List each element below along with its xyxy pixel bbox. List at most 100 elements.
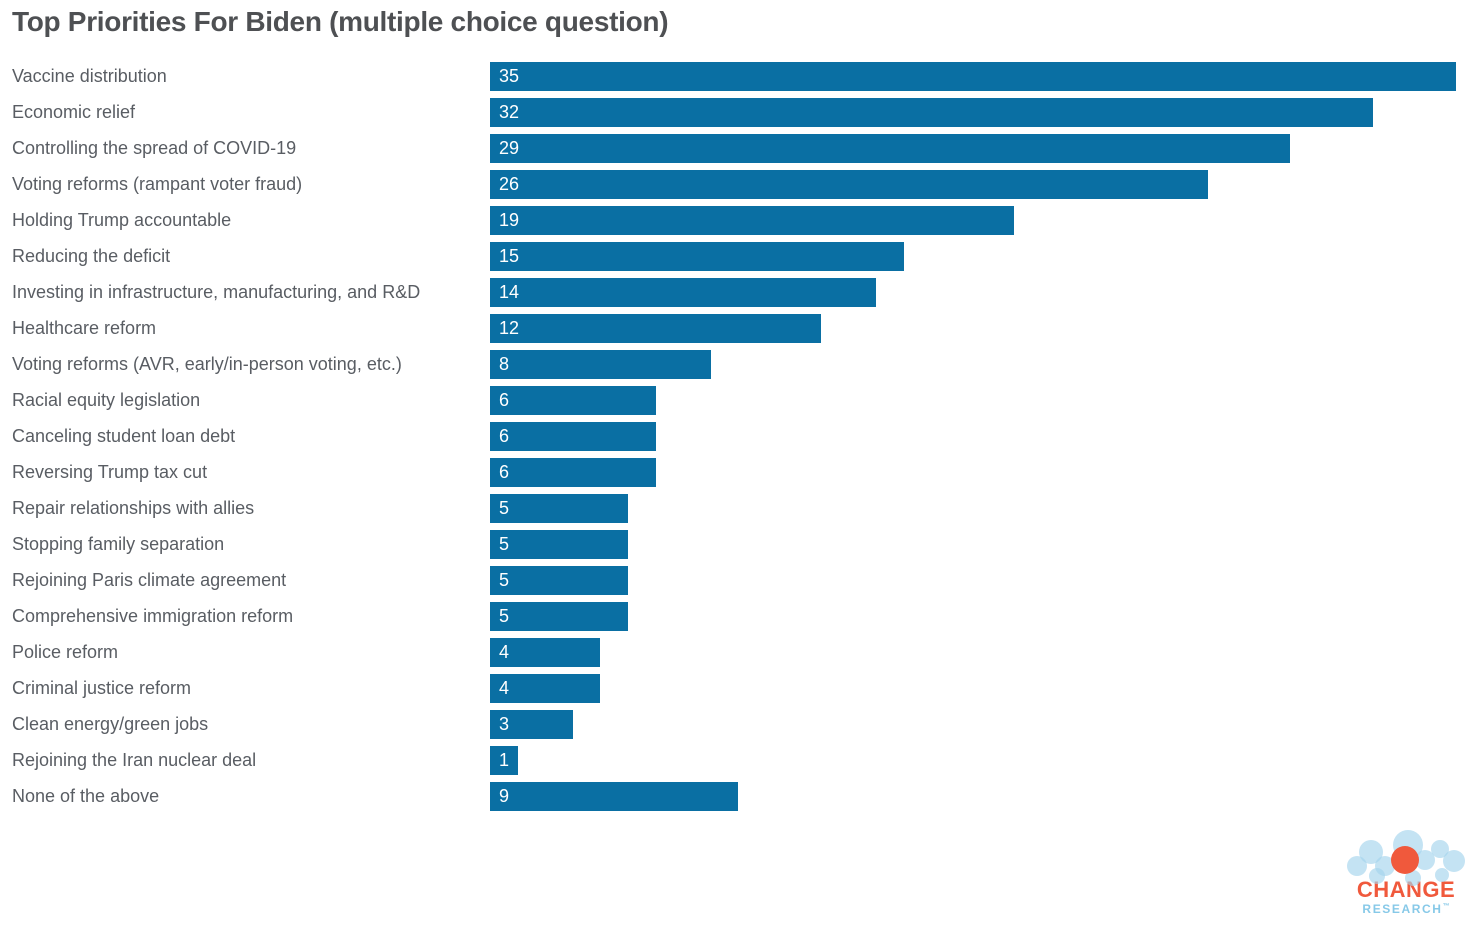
logo-blue-dot bbox=[1405, 870, 1421, 886]
category-label: Voting reforms (rampant voter fraud) bbox=[12, 173, 303, 194]
bar-track: 35 bbox=[490, 61, 1456, 91]
bar: 3 bbox=[490, 709, 573, 739]
change-research-logo: CHANGE RESEARCH™ bbox=[1345, 830, 1467, 920]
bar: 6 bbox=[490, 421, 656, 451]
category-label: Voting reforms (AVR, early/in-person vot… bbox=[12, 353, 402, 374]
value-label: 35 bbox=[499, 65, 520, 86]
bar: 6 bbox=[490, 457, 656, 487]
bar-track: 26 bbox=[490, 169, 1456, 199]
bar-track: 12 bbox=[490, 313, 1456, 343]
chart-row: Investing in infrastructure, manufacturi… bbox=[0, 274, 1474, 310]
bar-track: 5 bbox=[490, 565, 1456, 595]
value-label: 4 bbox=[499, 641, 510, 662]
value-label: 32 bbox=[499, 101, 520, 122]
logo-blue-dot bbox=[1415, 850, 1435, 870]
bar: 5 bbox=[490, 601, 628, 631]
bar: 5 bbox=[490, 565, 628, 595]
bar-track: 6 bbox=[490, 457, 1456, 487]
chart-row: Voting reforms (rampant voter fraud) 26 bbox=[0, 166, 1474, 202]
logo-blue-dot bbox=[1369, 868, 1385, 884]
value-label: 29 bbox=[499, 137, 520, 158]
value-label: 8 bbox=[499, 353, 510, 374]
category-label: Racial equity legislation bbox=[12, 389, 201, 410]
bar-track: 6 bbox=[490, 421, 1456, 451]
category-label: Holding Trump accountable bbox=[12, 209, 232, 230]
category-label: Comprehensive immigration reform bbox=[12, 605, 294, 626]
value-label: 6 bbox=[499, 389, 510, 410]
bar-track: 4 bbox=[490, 673, 1456, 703]
trademark-symbol: ™ bbox=[1442, 903, 1450, 910]
logo-orange-dot bbox=[1391, 846, 1419, 874]
logo-blue-dot bbox=[1347, 856, 1367, 876]
bar-track: 8 bbox=[490, 349, 1456, 379]
value-label: 3 bbox=[499, 713, 510, 734]
bar: 9 bbox=[490, 781, 738, 811]
chart-row: Racial equity legislation 6 bbox=[0, 382, 1474, 418]
category-label: Stopping family separation bbox=[12, 533, 225, 554]
bar: 4 bbox=[490, 673, 600, 703]
category-label: Clean energy/green jobs bbox=[12, 713, 209, 734]
bar-track: 5 bbox=[490, 601, 1456, 631]
category-label: Vaccine distribution bbox=[12, 65, 167, 86]
value-label: 5 bbox=[499, 533, 510, 554]
bar: 19 bbox=[490, 205, 1014, 235]
bar: 32 bbox=[490, 97, 1373, 127]
bar: 12 bbox=[490, 313, 821, 343]
chart-row: Clean energy/green jobs 3 bbox=[0, 706, 1474, 742]
value-label: 1 bbox=[499, 749, 510, 770]
value-label: 5 bbox=[499, 605, 510, 626]
bar-track: 29 bbox=[490, 133, 1456, 163]
chart-title: Top Priorities For Biden (multiple choic… bbox=[12, 6, 669, 37]
chart-row: None of the above 9 bbox=[0, 778, 1474, 814]
value-label: 14 bbox=[499, 281, 520, 302]
value-label: 15 bbox=[499, 245, 520, 266]
chart-row: Vaccine distribution 35 bbox=[0, 58, 1474, 94]
value-label: 5 bbox=[499, 497, 510, 518]
chart-row: Reversing Trump tax cut 6 bbox=[0, 454, 1474, 490]
category-label: Repair relationships with allies bbox=[12, 497, 255, 518]
bar-track: 5 bbox=[490, 529, 1456, 559]
bar-track: 5 bbox=[490, 493, 1456, 523]
category-label: Investing in infrastructure, manufacturi… bbox=[12, 281, 421, 302]
value-label: 4 bbox=[499, 677, 510, 698]
chart-row: Healthcare reform 12 bbox=[0, 310, 1474, 346]
bar: 35 bbox=[490, 61, 1456, 91]
bar-track: 9 bbox=[490, 781, 1456, 811]
value-label: 26 bbox=[499, 173, 520, 194]
bar-chart: Vaccine distribution 35 Economic relief 32 C… bbox=[0, 58, 1474, 814]
chart-row: Police reform 4 bbox=[0, 634, 1474, 670]
bar: 1 bbox=[490, 745, 518, 775]
logo-bubbles-icon bbox=[1347, 830, 1465, 886]
category-label: Canceling student loan debt bbox=[12, 425, 236, 446]
bar: 26 bbox=[490, 169, 1208, 199]
chart-row: Stopping family separation 5 bbox=[0, 526, 1474, 562]
chart-row: Canceling student loan debt 6 bbox=[0, 418, 1474, 454]
category-label: Reversing Trump tax cut bbox=[12, 461, 208, 482]
logo-research-text: RESEARCH™ bbox=[1345, 900, 1467, 916]
logo-blue-dot bbox=[1443, 850, 1465, 872]
value-label: 12 bbox=[499, 317, 520, 338]
bar-track: 15 bbox=[490, 241, 1456, 271]
bar-track: 32 bbox=[490, 97, 1456, 127]
value-label: 6 bbox=[499, 461, 510, 482]
chart-row: Repair relationships with allies 5 bbox=[0, 490, 1474, 526]
bar-track: 4 bbox=[490, 637, 1456, 667]
category-label: Rejoining the Iran nuclear deal bbox=[12, 749, 257, 770]
chart-row: Holding Trump accountable 19 bbox=[0, 202, 1474, 238]
category-label: Police reform bbox=[12, 641, 119, 662]
bar: 5 bbox=[490, 529, 628, 559]
chart-row: Voting reforms (AVR, early/in-person vot… bbox=[0, 346, 1474, 382]
category-label: Economic relief bbox=[12, 101, 136, 122]
category-label: Healthcare reform bbox=[12, 317, 157, 338]
logo-blue-dot bbox=[1435, 868, 1449, 882]
value-label: 5 bbox=[499, 569, 510, 590]
bar-track: 19 bbox=[490, 205, 1456, 235]
chart-row: Economic relief 32 bbox=[0, 94, 1474, 130]
chart-row: Rejoining Paris climate agreement 5 bbox=[0, 562, 1474, 598]
bar: 4 bbox=[490, 637, 600, 667]
chart-row: Rejoining the Iran nuclear deal 1 bbox=[0, 742, 1474, 778]
bar: 15 bbox=[490, 241, 904, 271]
chart-row: Criminal justice reform 4 bbox=[0, 670, 1474, 706]
bar: 6 bbox=[490, 385, 656, 415]
bar: 8 bbox=[490, 349, 711, 379]
